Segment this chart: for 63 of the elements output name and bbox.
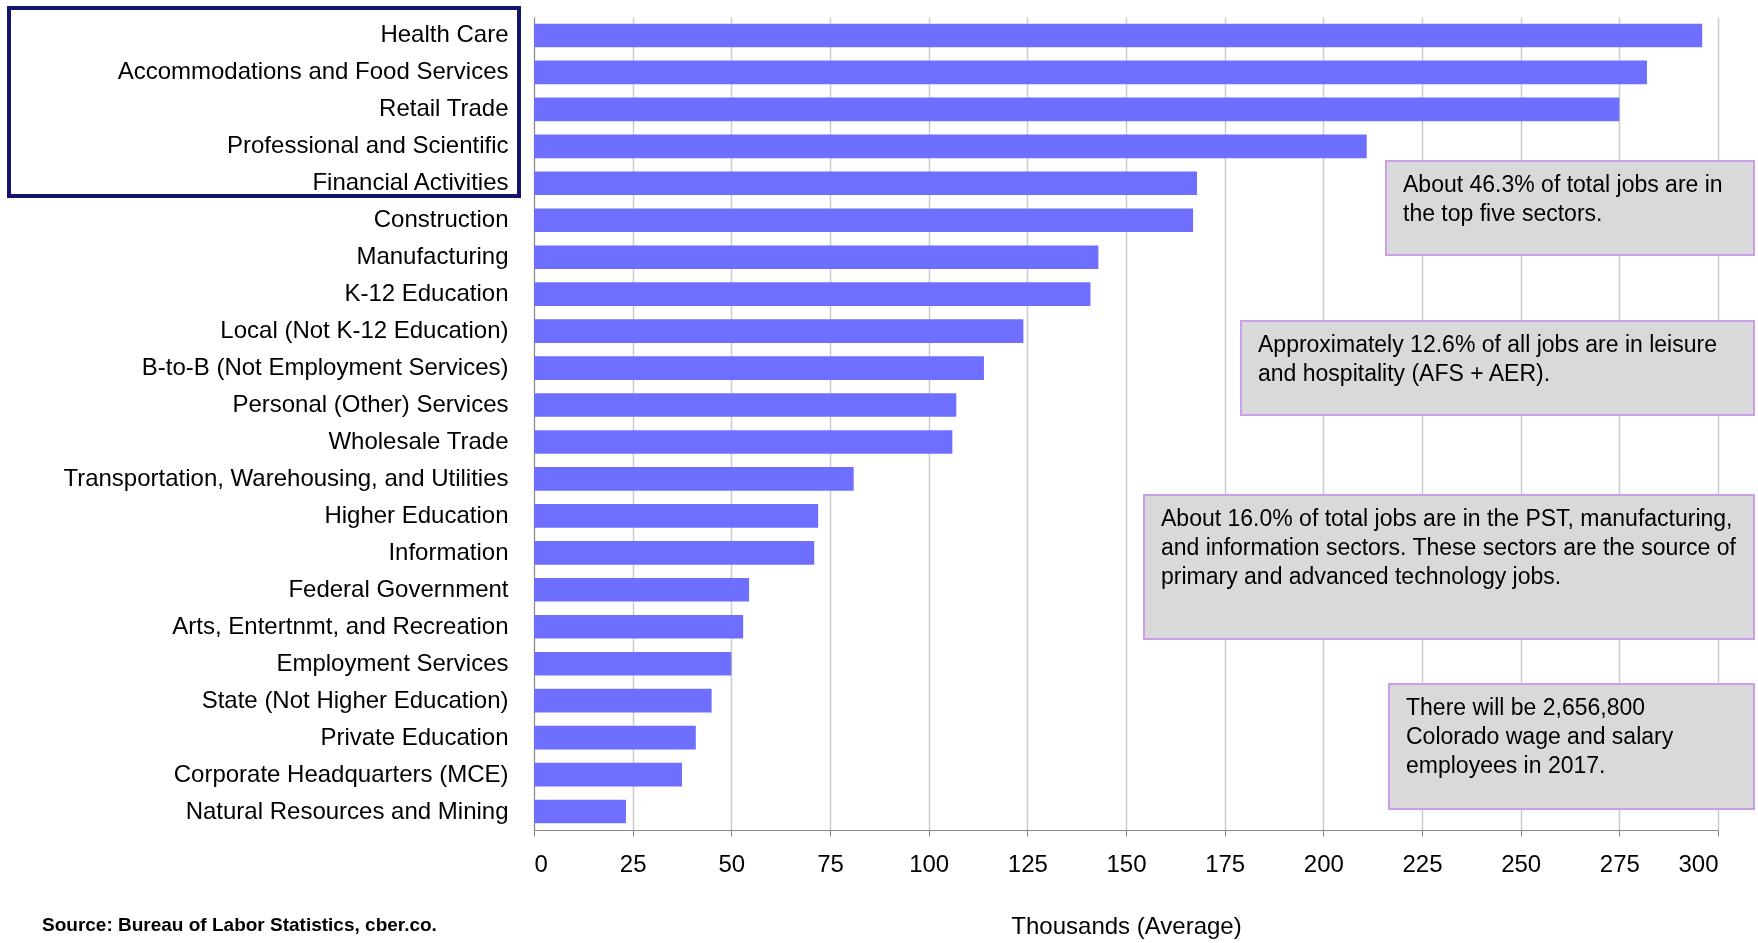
y-tick-label: Private Education: [320, 722, 509, 750]
bar: [534, 393, 957, 417]
annotation: About 46.3% of total jobs are in the top five sectors.: [1402, 170, 1724, 228]
bar: [534, 725, 696, 750]
y-tick-label: Wholesale Trade: [328, 426, 509, 454]
bar: [534, 577, 750, 602]
y-tick-label: Manufacturing: [356, 242, 509, 270]
x-tick-label: 275: [1599, 849, 1640, 877]
bar: [534, 97, 1620, 122]
y-tick-label: Employment Services: [276, 648, 509, 676]
x-tick-label: 100: [909, 849, 950, 877]
annotation: There will be 2,656,800 Colorado wage and salary employees in 2017.: [1405, 693, 1675, 780]
bar: [534, 23, 1703, 48]
bar: [534, 541, 815, 565]
x-tick-label: 150: [1106, 849, 1147, 877]
bar: [534, 208, 1194, 233]
y-tick-label: Accommodations and Food Services: [117, 57, 509, 85]
bar: [534, 282, 1091, 306]
y-tick-label: Natural Resources and Mining: [185, 796, 509, 824]
y-tick-label: Corporate Headquarters (MCE): [173, 759, 509, 787]
x-tick-label: 225: [1402, 849, 1443, 877]
source-note: Source: Bureau of Labor Statistics, cber.co.: [42, 914, 437, 936]
y-tick-label: Transportation, Warehousing, and Utilities: [63, 463, 509, 491]
y-tick-label: Retail Trade: [379, 94, 509, 122]
x-tick-label: 50: [718, 849, 746, 877]
bar: [534, 467, 854, 491]
x-tick-label: 0: [534, 849, 548, 877]
x-tick-label: 300: [1678, 849, 1719, 877]
x-tick-label: 200: [1303, 849, 1344, 877]
bar: [534, 245, 1099, 270]
y-tick-label: Personal (Other) Services: [232, 390, 509, 418]
x-tick-label: 25: [619, 849, 647, 877]
bar: [534, 356, 984, 380]
y-tick-label: Financial Activities: [312, 168, 509, 196]
bar: [534, 651, 732, 676]
x-tick-label: 75: [817, 849, 844, 877]
x-tick-label: 175: [1205, 849, 1246, 877]
annotation: Approximately 12.6% of all jobs are in leisure and hospitality (AFS + AER).: [1257, 330, 1718, 388]
x-tick-label: 250: [1501, 849, 1542, 877]
y-tick-label: Professional and Scientific: [227, 131, 509, 159]
bar: [534, 614, 744, 639]
bar: [534, 171, 1198, 196]
bar: [534, 319, 1024, 343]
y-tick-label: Information: [388, 537, 509, 565]
y-tick-label: B-to-B (Not Employment Services): [141, 353, 509, 381]
x-tick-label: 125: [1007, 849, 1048, 877]
y-tick-label: Federal Government: [288, 574, 509, 602]
y-tick-label: Construction: [373, 205, 509, 233]
y-tick-label: Health Care: [380, 20, 509, 48]
annotation: About 16.0% of total jobs are in the PST, manufacturing, and information sectors. These sectors are the source of primary and advanced technology jobs.: [1160, 504, 1737, 591]
y-tick-label: K-12 Education: [344, 279, 509, 307]
y-tick-label: Arts, Entertnmt, and Recreation: [172, 611, 509, 639]
bar: [534, 762, 682, 787]
bar: [534, 430, 953, 454]
y-tick-label: Local (Not K-12 Education): [220, 316, 509, 344]
bar: [534, 504, 819, 528]
x-axis-title: Thousands (Average): [1011, 911, 1242, 939]
y-tick-label: Higher Education: [324, 500, 509, 528]
bar: [534, 799, 626, 824]
y-tick-label: State (Not Higher Education): [201, 685, 509, 713]
bar: [534, 60, 1647, 85]
bar: [534, 134, 1367, 159]
bar: [534, 688, 712, 713]
